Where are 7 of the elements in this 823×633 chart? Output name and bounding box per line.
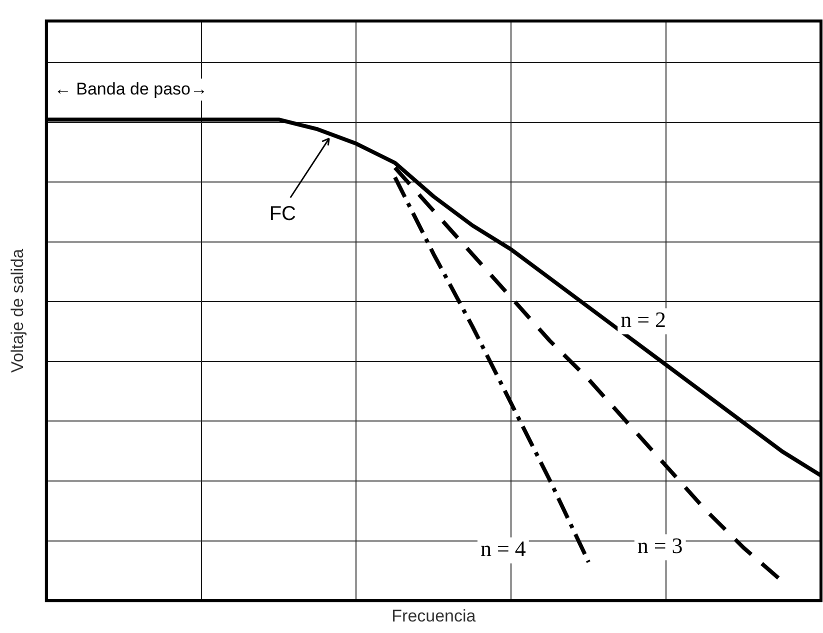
x-axis-title: Frecuencia (392, 606, 476, 626)
series-label: n = 2 (620, 306, 666, 332)
text: ← Banda de paso→ (54, 79, 208, 98)
y-axis-title: Voltaje de salida (8, 248, 27, 373)
text: n = 4 (480, 536, 526, 562)
annotation: FC (269, 203, 296, 226)
series-label: n = 3 (637, 532, 683, 558)
